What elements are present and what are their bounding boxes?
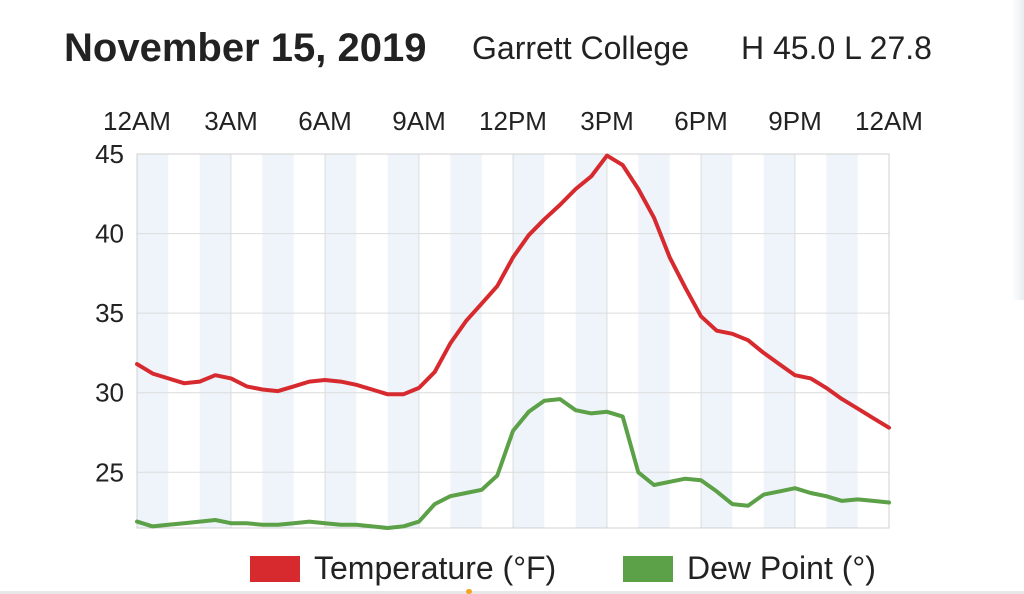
x-tick-label: 12AM [855,106,923,136]
legend-label-dew-point: Dew Point (°) [687,550,876,586]
x-tick-label: 12AM [103,106,171,136]
chart-station-name: Garrett College [472,30,689,66]
y-tick-label: 40 [95,219,124,249]
dew-point-line [135,397,891,530]
x-tick-label: 9PM [768,106,821,136]
background-band [262,154,294,528]
legend-label-temperature: Temperature (°F) [314,550,557,586]
x-tick-label: 12PM [479,106,547,136]
background-band [199,154,231,528]
page-indicator-dot [466,589,472,594]
background-band [387,154,419,528]
bottom-divider [0,591,1024,594]
temperature-line [135,153,891,430]
y-tick-label: 45 [95,139,124,169]
background-band [701,154,733,528]
background-band [325,154,357,528]
legend-swatch-temperature [250,556,300,582]
background-band [826,154,858,528]
scrollbar[interactable] [1012,0,1024,300]
x-tick-label: 9AM [392,106,445,136]
x-tick-label: 3AM [204,106,257,136]
background-band [137,154,169,528]
chart-high-low: H 45.0 L 27.8 [741,30,932,66]
chart-title-date: November 15, 2019 [64,26,427,70]
y-tick-label: 30 [95,378,124,408]
x-tick-label: 6PM [674,106,727,136]
y-tick-label: 35 [95,298,124,328]
x-tick-label: 6AM [298,106,351,136]
plot-frame [136,153,890,529]
y-tick-label: 25 [95,457,124,487]
chart-header: November 15, 2019 Garrett College H 45.0… [0,0,1024,80]
background-band [513,154,545,528]
x-tick-label: 3PM [580,106,633,136]
background-band [450,154,482,528]
legend-swatch-dew-point [623,556,673,582]
background-band [575,154,607,528]
background-band [763,154,795,528]
